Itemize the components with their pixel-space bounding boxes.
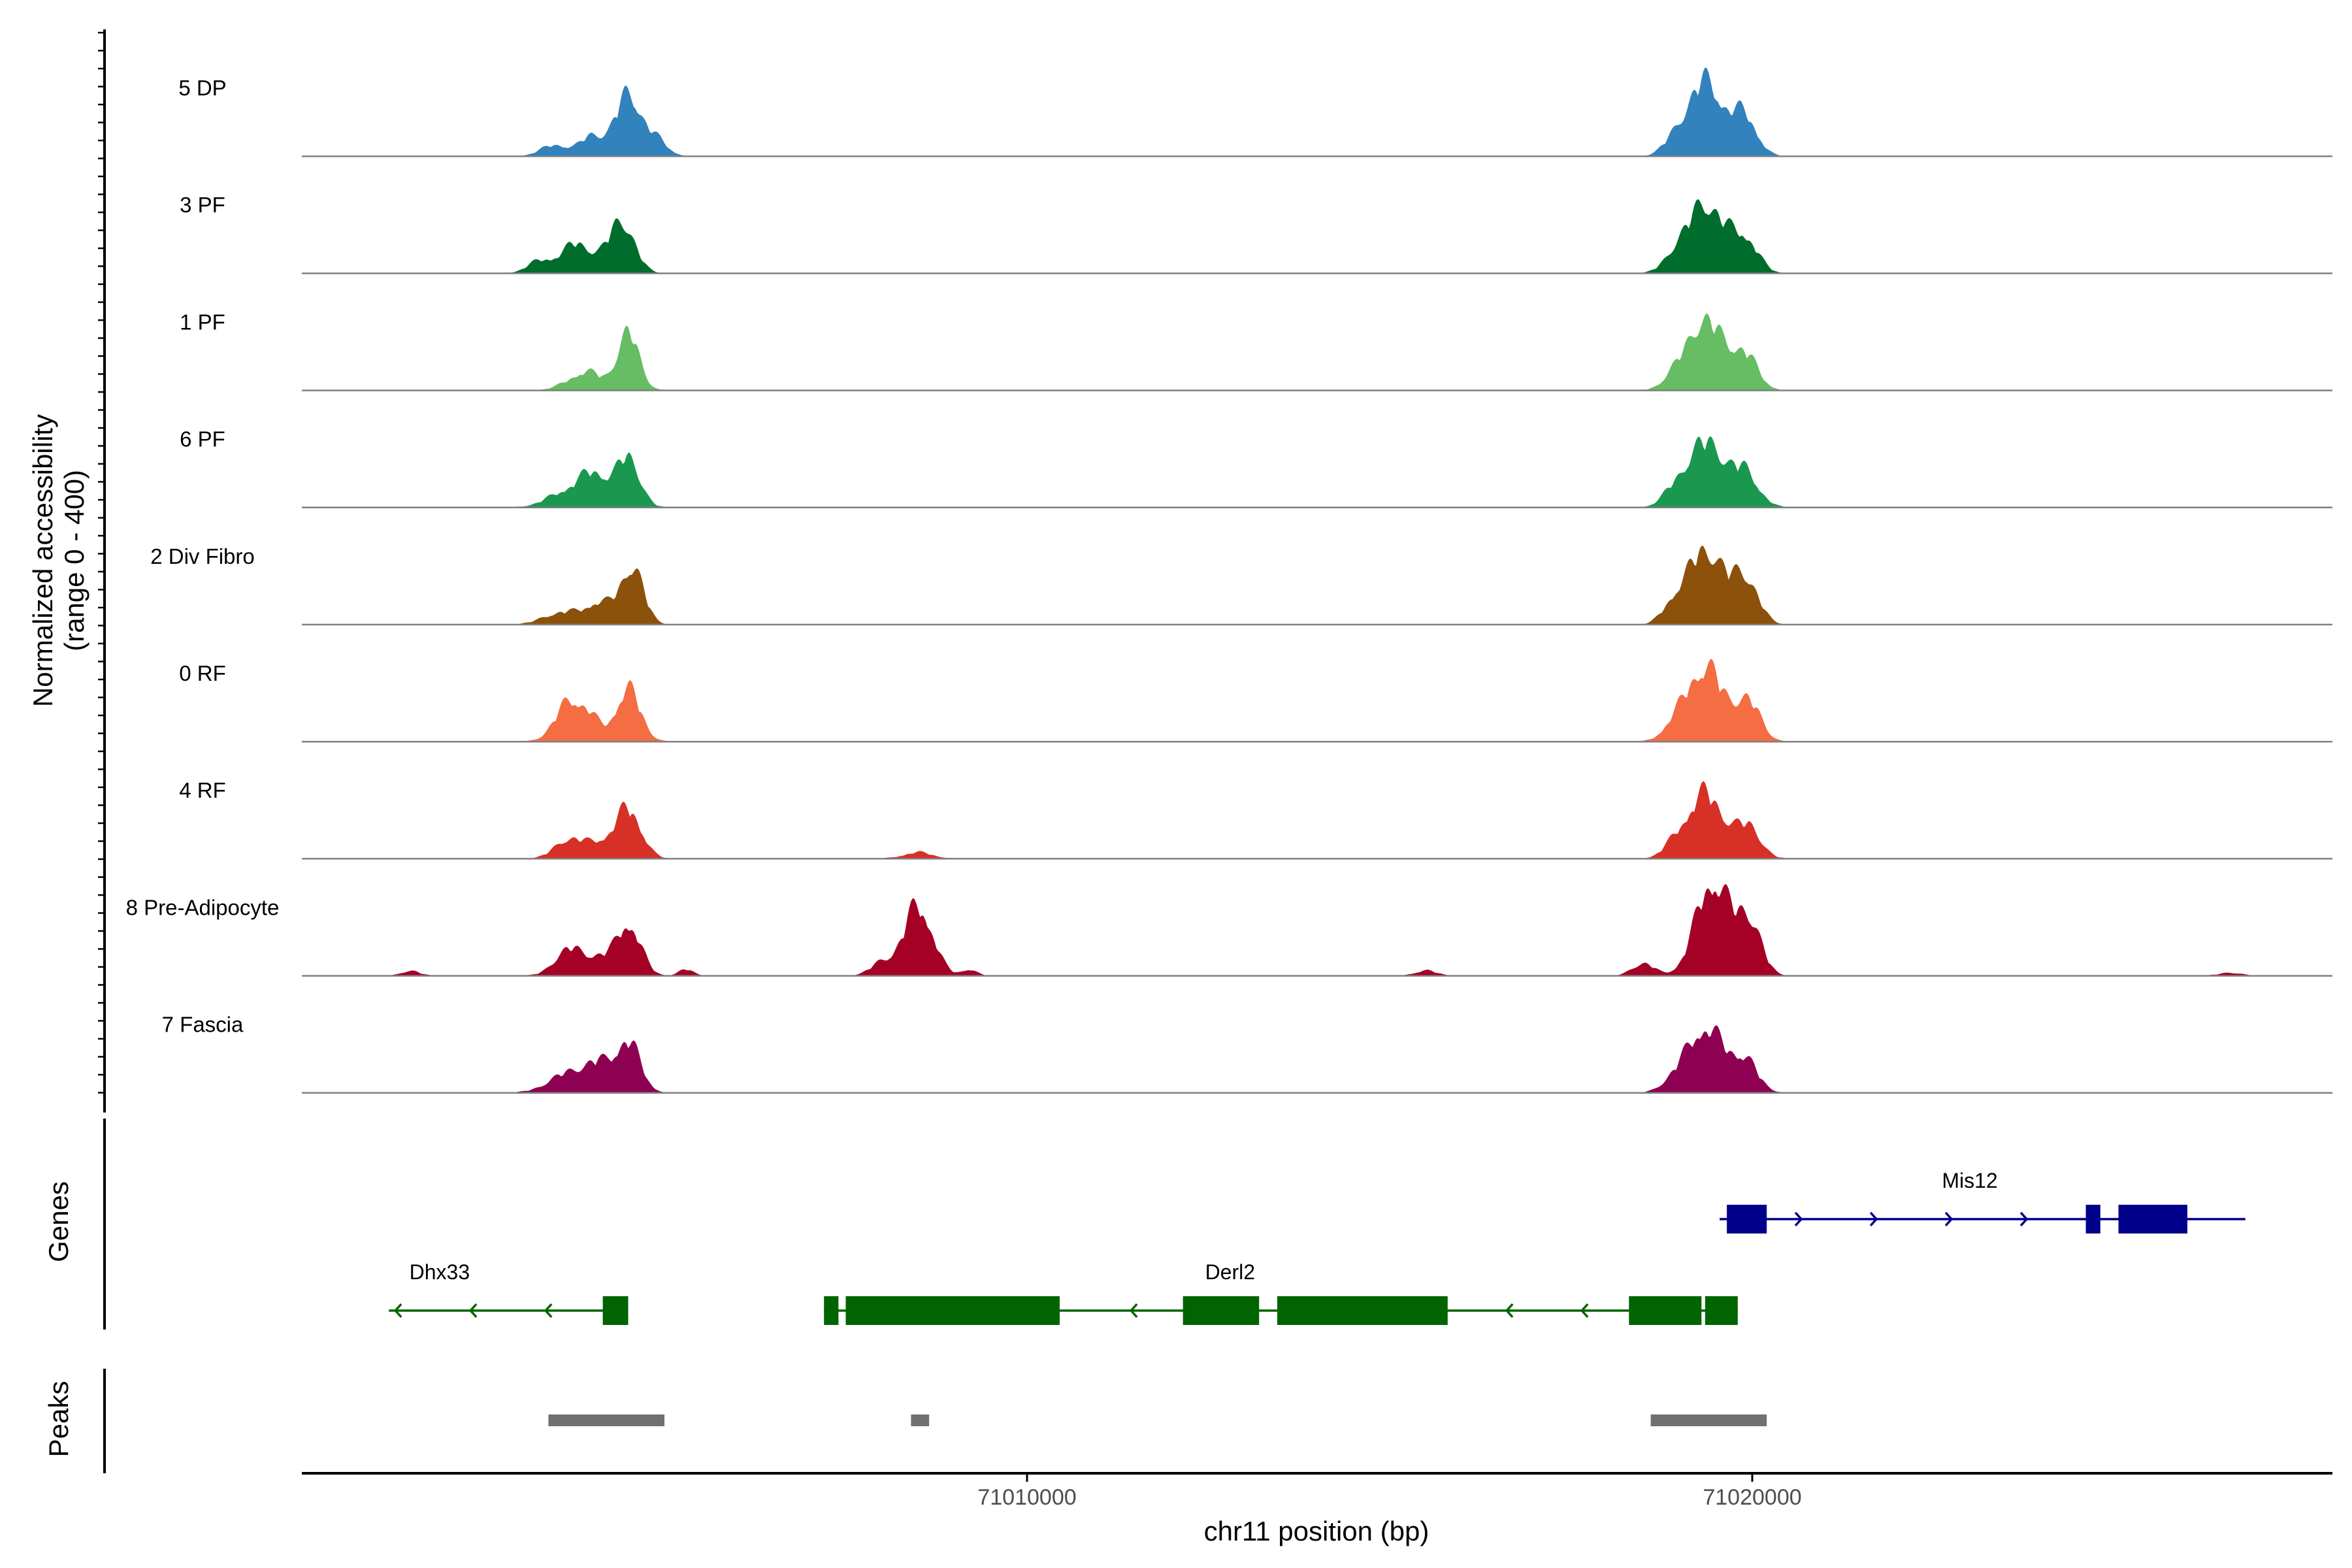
peak-region bbox=[548, 1414, 664, 1426]
track-label: 0 RF bbox=[179, 661, 226, 685]
strand-arrow bbox=[544, 1303, 553, 1318]
strand-arrow bbox=[393, 1303, 402, 1318]
track-label: 5 DP bbox=[178, 76, 226, 100]
gene-dhx33: Dhx33 bbox=[389, 1260, 629, 1325]
peak-region bbox=[911, 1414, 930, 1426]
track-label: 8 Pre-Adipocyte bbox=[126, 895, 280, 919]
track-label: 6 PF bbox=[180, 427, 225, 451]
gene-exon bbox=[824, 1296, 839, 1325]
coverage-area bbox=[302, 884, 2332, 976]
track-1-pf: 1 PF bbox=[180, 310, 2332, 391]
coverage-area bbox=[302, 436, 2332, 508]
track-label: 2 Div Fibro bbox=[150, 544, 255, 568]
coverage-area bbox=[302, 67, 2332, 157]
strand-arrow bbox=[2019, 1211, 2029, 1227]
gene-exon bbox=[1629, 1296, 1702, 1325]
x-tick-label: 71010000 bbox=[977, 1485, 1076, 1510]
coverage-tracks: 5 DP 3 PF 1 PF 6 PF 2 Div Fibro 0 RF 4 RF 8 Pre… bbox=[126, 67, 2332, 1094]
gene-exon bbox=[1183, 1296, 1260, 1325]
peaks-panel-title: Peaks bbox=[43, 1381, 74, 1458]
track-label: 3 PF bbox=[180, 193, 225, 217]
gene-exon bbox=[2118, 1205, 2187, 1233]
gene-label: Dhx33 bbox=[410, 1260, 470, 1284]
track-6-pf: 6 PF bbox=[180, 427, 2332, 509]
coverage-area bbox=[302, 546, 2332, 625]
gene-exon bbox=[845, 1296, 1060, 1325]
x-axis-title: chr11 position (bp) bbox=[1204, 1516, 1429, 1546]
x-axis: 71010000 71020000 bbox=[302, 1472, 2332, 1510]
coverage-area bbox=[302, 199, 2332, 274]
track-3-pf: 3 PF bbox=[180, 193, 2332, 274]
peak-region-panel bbox=[548, 1414, 1767, 1426]
y-axis-title-line2: (range 0 - 400) bbox=[59, 470, 90, 651]
track-0-rf: 0 RF bbox=[179, 659, 2332, 743]
strand-arrow bbox=[1505, 1303, 1514, 1318]
track-8-pre-adipocyte: 8 Pre-Adipocyte bbox=[126, 884, 2332, 977]
coverage-area bbox=[302, 659, 2332, 742]
strand-arrow bbox=[1944, 1211, 1953, 1227]
strand-arrow bbox=[1580, 1303, 1589, 1318]
track-label: 1 PF bbox=[180, 310, 225, 334]
track-label: 7 Fascia bbox=[162, 1013, 244, 1037]
strand-arrow bbox=[1794, 1211, 1803, 1227]
track-2-div-fibro: 2 Div Fibro bbox=[150, 544, 2332, 626]
gene-exon bbox=[2085, 1205, 2100, 1233]
y-axis bbox=[98, 29, 106, 1473]
gene-derl2: Derl2 bbox=[824, 1260, 1738, 1325]
strand-arrow bbox=[1129, 1303, 1138, 1318]
strand-arrow bbox=[1869, 1211, 1878, 1227]
gene-exon bbox=[1277, 1296, 1448, 1325]
coverage-area bbox=[302, 781, 2332, 859]
coverage-area bbox=[302, 313, 2332, 391]
track-4-rf: 4 RF bbox=[179, 778, 2332, 860]
genes-panel-title: Genes bbox=[43, 1181, 74, 1262]
y-axis-title-line1: Normalized accessibility bbox=[27, 414, 58, 707]
gene-mis12: Mis12 bbox=[1720, 1169, 2246, 1233]
peak-region bbox=[1650, 1414, 1767, 1426]
gene-exon bbox=[602, 1296, 629, 1325]
track-5-dp: 5 DP bbox=[178, 67, 2332, 157]
gene-exon bbox=[1705, 1296, 1738, 1325]
x-tick-label: 71020000 bbox=[1703, 1485, 1801, 1510]
strand-arrow bbox=[468, 1303, 478, 1318]
gene-label: Mis12 bbox=[1942, 1169, 1997, 1192]
gene-exon bbox=[1727, 1205, 1767, 1233]
gene-label: Derl2 bbox=[1205, 1260, 1255, 1284]
track-label: 4 RF bbox=[179, 778, 226, 802]
coverage-area bbox=[302, 1025, 2332, 1093]
track-7-fascia: 7 Fascia bbox=[162, 1013, 2332, 1094]
gene-annotation-panel: Mis12 Dhx33 Derl2 bbox=[389, 1169, 2246, 1325]
